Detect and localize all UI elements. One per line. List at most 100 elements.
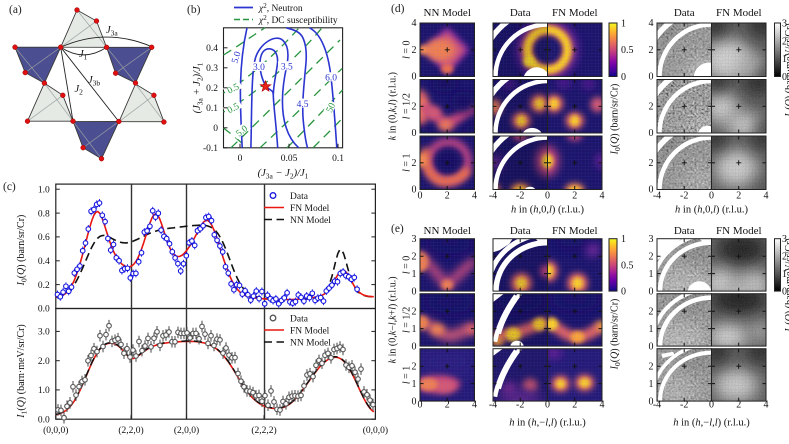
svg-text:FN Model: FN Model <box>552 7 598 19</box>
svg-text:0: 0 <box>412 128 417 139</box>
svg-text:0: 0 <box>418 400 423 411</box>
svg-text:0: 0 <box>545 400 550 411</box>
svg-text:-2: -2 <box>680 191 688 202</box>
svg-text:FN Model: FN Model <box>716 225 762 237</box>
svg-text:-4: -4 <box>653 191 661 202</box>
svg-text:0.05: 0.05 <box>281 154 298 164</box>
svg-text:l = 0: l = 0 <box>402 256 413 274</box>
svg-text:-2: -2 <box>516 400 524 411</box>
svg-text:I1(Q) (barn·meV/sr/Cr): I1(Q) (barn·meV/sr/Cr) <box>16 324 29 418</box>
svg-text:1: 1 <box>621 19 626 30</box>
svg-text:2: 2 <box>649 45 654 56</box>
svg-text:(c): (c) <box>3 181 16 193</box>
svg-text:4: 4 <box>472 191 477 202</box>
svg-text:-2: -2 <box>516 191 524 202</box>
svg-text:0: 0 <box>213 124 218 134</box>
svg-text:2: 2 <box>782 36 787 47</box>
svg-text:l = 1: l = 1 <box>402 366 413 384</box>
svg-text:χ2, Neutron: χ2, Neutron <box>258 2 303 14</box>
svg-text:J3b: J3b <box>88 75 100 88</box>
svg-text:3: 3 <box>412 234 417 245</box>
svg-text:4: 4 <box>649 18 654 29</box>
svg-text:3: 3 <box>782 19 787 30</box>
svg-text:5.0: 5.0 <box>230 50 243 65</box>
svg-text:k in (0,k−l,k+l) (r.l.u.): k in (0,k−l,k+l) (r.l.u.) <box>388 276 399 363</box>
svg-text:6.0: 6.0 <box>325 74 337 84</box>
svg-text:0: 0 <box>412 72 417 83</box>
svg-text:3.5: 3.5 <box>281 62 293 72</box>
svg-text:0: 0 <box>649 128 654 139</box>
svg-text:-0.1: -0.1 <box>203 144 218 154</box>
svg-text:(2,2,0): (2,2,0) <box>118 425 143 436</box>
svg-text:l = 1/2: l = 1/2 <box>402 307 413 333</box>
svg-text:4: 4 <box>472 400 477 411</box>
svg-text:0.6: 0.6 <box>38 233 50 243</box>
svg-text:(0,0,0): (0,0,0) <box>43 425 68 436</box>
svg-text:0.5: 0.5 <box>621 260 634 271</box>
svg-text:2: 2 <box>736 400 741 411</box>
svg-text:-4: -4 <box>653 400 661 411</box>
svg-text:0.1: 0.1 <box>332 154 344 164</box>
svg-text:l = 0: l = 0 <box>402 40 413 58</box>
svg-text:Data: Data <box>674 7 695 19</box>
svg-text:50: 50 <box>325 101 338 114</box>
svg-text:Data: Data <box>510 225 531 237</box>
svg-text:(d): (d) <box>391 3 405 15</box>
svg-text:0: 0 <box>412 396 417 407</box>
svg-text:0: 0 <box>621 287 626 298</box>
svg-text:0: 0 <box>649 341 654 352</box>
svg-text:1: 1 <box>412 379 417 390</box>
svg-text:2: 2 <box>412 306 417 317</box>
svg-text:0: 0 <box>649 72 654 83</box>
svg-text:FN Model: FN Model <box>716 7 762 19</box>
svg-text:2: 2 <box>412 361 417 372</box>
svg-text:1: 1 <box>412 324 417 335</box>
svg-text:I0(Q) (barn/sr/Cr): I0(Q) (barn/sr/Cr) <box>610 84 623 156</box>
svg-text:2: 2 <box>649 361 654 372</box>
svg-text:h in (h,−l,l) (r.l.u.): h in (h,−l,l) (r.l.u.) <box>509 418 586 429</box>
svg-text:0.4: 0.4 <box>38 257 50 267</box>
svg-text:1: 1 <box>782 269 787 280</box>
svg-text:2: 2 <box>782 252 787 263</box>
svg-text:1: 1 <box>649 379 654 390</box>
svg-text:I1(Q) (barn·meV/sr/Cr): I1(Q) (barn·meV/sr/Cr) <box>784 238 789 332</box>
svg-text:2: 2 <box>445 400 450 411</box>
svg-text:0.2: 0.2 <box>38 281 50 291</box>
svg-text:0.8: 0.8 <box>38 209 50 219</box>
svg-text:0.4: 0.4 <box>206 44 218 54</box>
svg-text:0: 0 <box>412 185 417 196</box>
svg-text:(2,0,0): (2,0,0) <box>174 425 199 436</box>
svg-text:0: 0 <box>412 286 417 297</box>
svg-text:3: 3 <box>649 234 654 245</box>
svg-text:4: 4 <box>600 400 605 411</box>
svg-text:4: 4 <box>764 191 769 202</box>
svg-text:0.1: 0.1 <box>206 104 218 114</box>
svg-text:4: 4 <box>600 191 605 202</box>
svg-text:(e): (e) <box>391 223 404 235</box>
svg-text:J2: J2 <box>75 84 84 97</box>
svg-text:0: 0 <box>782 287 787 298</box>
svg-text:0: 0 <box>412 341 417 352</box>
svg-text:2: 2 <box>649 158 654 169</box>
svg-text:1: 1 <box>782 54 787 65</box>
svg-text:(b): (b) <box>187 4 201 16</box>
svg-text:I0(Q) (barn/sr/Cr): I0(Q) (barn/sr/Cr) <box>16 215 29 287</box>
svg-text:(J3a − J2)/J1: (J3a − J2)/J1 <box>258 168 309 181</box>
svg-text:1.0: 1.0 <box>38 386 50 396</box>
svg-text:h in (h,0,l) (r.l.u.): h in (h,0,l) (r.l.u.) <box>511 205 584 216</box>
svg-text:2: 2 <box>649 102 654 113</box>
svg-text:k in (0,k,l) (r.l.u.): k in (0,k,l) (r.l.u.) <box>388 72 399 140</box>
svg-text:2: 2 <box>412 158 417 169</box>
svg-text:FN Model: FN Model <box>290 204 330 214</box>
svg-text:2.0: 2.0 <box>38 357 50 367</box>
svg-text:0: 0 <box>649 396 654 407</box>
svg-text:0: 0 <box>418 191 423 202</box>
svg-text:0.5: 0.5 <box>621 45 634 56</box>
svg-text:2: 2 <box>412 102 417 113</box>
svg-text:0: 0 <box>709 400 714 411</box>
svg-text:0: 0 <box>782 72 787 83</box>
svg-text:I0(Q) (barn/sr/Cr): I0(Q) (barn/sr/Cr) <box>610 299 623 371</box>
svg-text:NN Model: NN Model <box>290 216 331 226</box>
svg-text:Data: Data <box>510 7 531 19</box>
svg-text:4: 4 <box>764 400 769 411</box>
